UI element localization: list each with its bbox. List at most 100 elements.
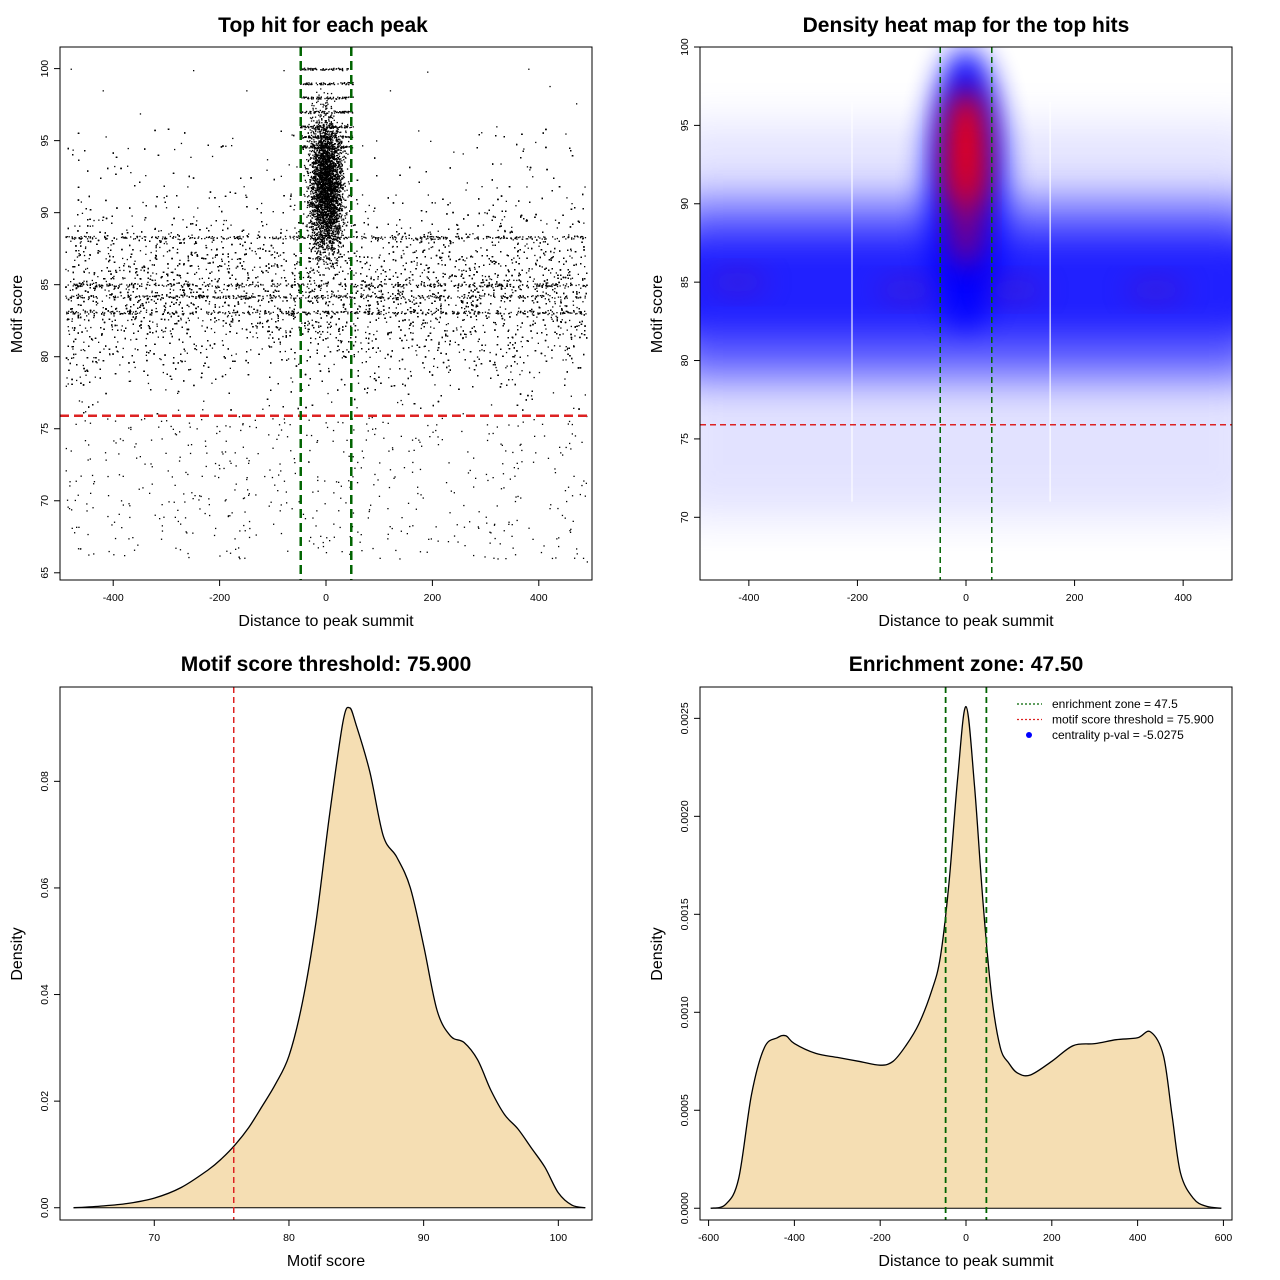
- scatter-point: [400, 227, 403, 229]
- scatter-point: [532, 280, 534, 282]
- scatter-point: [82, 349, 85, 351]
- scatter-point: [341, 357, 343, 359]
- scatter-point: [481, 186, 483, 188]
- scatter-point: [103, 314, 105, 316]
- scatter-point: [551, 318, 553, 320]
- scatter-point: [325, 261, 327, 263]
- scatter-point: [538, 245, 540, 247]
- scatter-point: [409, 244, 412, 246]
- scatter-point: [490, 404, 493, 406]
- scatter-point: [175, 295, 177, 297]
- scatter-point: [243, 186, 245, 188]
- scatter-point: [388, 377, 390, 379]
- scatter-point: [276, 314, 279, 316]
- scatter-point: [180, 142, 183, 145]
- scatter-point: [298, 261, 300, 263]
- scatter-point: [283, 70, 285, 72]
- scatter-point: [131, 215, 133, 217]
- scatter-point: [328, 157, 330, 160]
- scatter-point: [358, 305, 360, 307]
- scatter-point: [150, 463, 152, 465]
- scatter-point: [482, 289, 484, 291]
- scatter-point: [531, 337, 533, 339]
- scatter-point: [496, 187, 498, 189]
- scatter-point: [354, 341, 357, 343]
- scatter-point: [208, 303, 210, 305]
- scatter-point: [79, 376, 81, 378]
- scatter-point: [291, 310, 294, 312]
- scatter-point: [382, 247, 384, 249]
- scatter-point: [389, 269, 391, 271]
- scatter-point: [134, 277, 136, 279]
- scatter-point: [530, 395, 533, 397]
- scatter-point: [70, 68, 72, 70]
- scatter-point: [567, 347, 569, 349]
- scatter-point: [423, 345, 425, 348]
- scatter-point: [187, 317, 189, 319]
- scatter-point: [535, 141, 537, 144]
- scatter-point: [310, 191, 312, 193]
- scatter-point: [441, 264, 443, 266]
- scatter-point: [377, 278, 379, 280]
- scatter-point: [496, 369, 498, 372]
- scatter-point: [434, 202, 436, 204]
- scatter-point: [533, 241, 535, 244]
- scatter-point: [452, 242, 454, 244]
- scatter-point: [463, 319, 465, 321]
- scatter-point: [109, 354, 111, 356]
- scatter-point: [215, 320, 218, 322]
- scatter-point: [294, 301, 296, 303]
- scatter-point: [268, 405, 270, 407]
- scatter-point: [93, 219, 95, 222]
- scatter-point: [109, 353, 111, 355]
- scatter-point: [533, 376, 535, 379]
- scatter-point: [121, 325, 123, 327]
- scatter-point: [97, 302, 99, 304]
- scatter-point: [475, 477, 477, 479]
- scatter-point: [325, 267, 327, 269]
- scatter-point: [218, 319, 220, 321]
- scatter-point: [546, 223, 548, 225]
- scatter-point: [576, 548, 578, 550]
- scatter-point: [378, 237, 380, 239]
- scatter-point: [574, 335, 576, 337]
- scatter-point: [105, 258, 107, 260]
- scatter-point: [308, 287, 310, 290]
- scatter-point: [270, 346, 273, 348]
- scatter-point: [544, 355, 546, 357]
- scatter-point: [174, 268, 176, 270]
- scatter-point: [400, 399, 402, 402]
- scatter-point: [280, 228, 282, 231]
- scatter-point: [154, 292, 157, 294]
- scatter-point: [568, 272, 570, 274]
- scatter-point: [397, 234, 399, 236]
- scatter-point: [71, 320, 73, 322]
- scatter-point: [99, 250, 101, 253]
- scatter-point: [476, 291, 479, 293]
- scatter-point: [383, 299, 386, 301]
- scatter-point: [210, 328, 213, 330]
- scatter-point: [473, 266, 476, 269]
- scatter-point: [430, 326, 432, 328]
- scatter-point: [338, 327, 341, 330]
- scatter-point: [272, 211, 274, 213]
- scatter-point: [531, 238, 533, 240]
- scatter-point: [537, 342, 539, 344]
- scatter-point: [194, 252, 196, 254]
- scatter-point: [67, 318, 69, 320]
- scatter-point: [492, 244, 494, 246]
- scatter-point: [170, 232, 172, 234]
- scatter-point: [85, 268, 87, 270]
- scatter-point: [206, 297, 209, 299]
- scatter-point: [80, 241, 82, 243]
- scatter-point: [211, 271, 213, 273]
- scatter-point: [453, 151, 455, 153]
- scatter-point: [258, 231, 260, 233]
- scatter-point: [222, 305, 224, 307]
- scatter-point: [332, 291, 334, 293]
- scatter-point: [327, 297, 329, 299]
- scatter-point: [340, 266, 342, 268]
- scatter-point: [315, 258, 317, 260]
- scatter-point: [135, 313, 137, 315]
- scatter-point: [326, 321, 328, 323]
